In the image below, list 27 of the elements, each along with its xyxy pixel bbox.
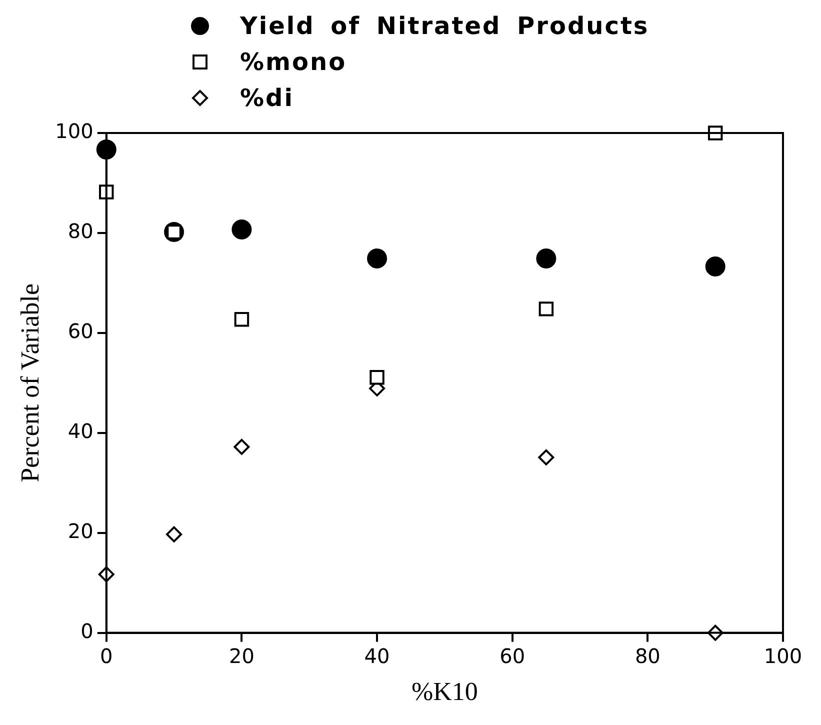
x-tick-label: 80 xyxy=(634,644,660,668)
y-axis-title: Percent of Variable xyxy=(15,284,44,482)
legend-label: %mono xyxy=(240,48,347,76)
point xyxy=(234,438,250,455)
legend-label: %di xyxy=(240,84,294,112)
y-tick-label: 40 xyxy=(68,419,94,444)
point xyxy=(538,449,554,466)
y-tick-label: 0 xyxy=(80,619,94,644)
x-axis-title: %K10 xyxy=(411,677,478,706)
x-tick-label: 0 xyxy=(100,644,113,668)
x-tick-label: 60 xyxy=(500,644,526,668)
y-tick-label: 60 xyxy=(68,319,94,344)
point xyxy=(234,312,250,327)
point xyxy=(538,302,554,316)
point xyxy=(370,370,384,385)
legend-label: Yield of Nitrated Products xyxy=(240,12,650,40)
y-tick-label: 20 xyxy=(68,519,94,544)
y-tick-label: 100 xyxy=(55,119,94,144)
point xyxy=(536,248,556,268)
x-tick-label: 100 xyxy=(764,644,802,668)
point xyxy=(705,256,726,276)
y-tick-label: 80 xyxy=(68,219,94,244)
point xyxy=(166,526,182,542)
x-tick-label: 40 xyxy=(364,644,390,668)
x-tick-label: 20 xyxy=(228,644,254,668)
point xyxy=(367,248,388,268)
point xyxy=(232,219,252,240)
